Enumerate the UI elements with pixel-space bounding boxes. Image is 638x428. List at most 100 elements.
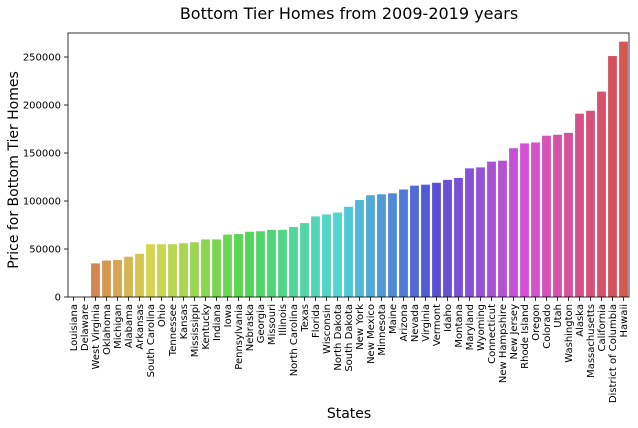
x-tick-label: Maryland xyxy=(465,304,476,350)
x-tick-label: North Carolina xyxy=(289,304,300,376)
bar-michigan xyxy=(113,260,122,297)
bar-georgia xyxy=(256,231,265,297)
y-tick-label: 150000 xyxy=(23,149,61,160)
x-tick-label: Vermont xyxy=(432,304,443,346)
bar-arkansas xyxy=(135,253,144,297)
x-ticks-group: Louisiana Delaware West Virginia Oklahoma Mi… xyxy=(69,297,630,403)
bar-missouri xyxy=(267,229,276,297)
y-tick-label: 250000 xyxy=(23,53,61,64)
bar-district-of-columbia xyxy=(608,56,617,297)
plot-frame xyxy=(67,32,630,298)
bar-kentucky xyxy=(201,239,210,297)
x-tick-label: New Hampshire xyxy=(498,304,509,383)
bar-kansas xyxy=(179,243,188,297)
bar-south-dakota xyxy=(344,206,353,297)
bar-south-carolina xyxy=(146,244,155,297)
bar-arizona xyxy=(399,189,408,297)
bar-wisconsin xyxy=(322,214,331,297)
bar-connecticut xyxy=(487,161,496,297)
bar-new-mexico xyxy=(366,195,375,297)
bar-washington xyxy=(564,132,573,297)
bar-colorado xyxy=(542,135,551,297)
bar-alabama xyxy=(124,256,133,297)
x-tick-label: Oklahoma xyxy=(102,304,113,355)
x-tick-label: California xyxy=(597,304,608,352)
bar-florida xyxy=(311,216,320,297)
bar-minnesota xyxy=(377,194,386,297)
bar-wyoming xyxy=(476,167,485,297)
x-tick-label: Tennessee xyxy=(168,304,179,357)
x-tick-label: Montana xyxy=(454,304,465,348)
x-tick-label: Kentucky xyxy=(201,304,212,350)
bar-texas xyxy=(300,223,309,297)
bar-ohio xyxy=(157,244,166,297)
x-tick-label: Pennsylvania xyxy=(234,304,245,370)
bar-tennessee xyxy=(168,244,177,297)
x-tick-label: Ohio xyxy=(157,304,168,327)
x-tick-label: Massachusetts xyxy=(586,304,597,378)
bar-maryland xyxy=(465,168,474,297)
x-tick-label: Connecticut xyxy=(487,304,498,364)
x-tick-label: Texas xyxy=(300,304,311,333)
x-tick-label: Louisiana xyxy=(69,304,80,351)
x-tick-label: Nebraska xyxy=(245,304,256,351)
x-tick-label: District of Columbia xyxy=(608,304,619,403)
y-axis-label: Price for Bottom Tier Homes xyxy=(6,71,22,269)
bar-new-hampshire xyxy=(498,160,507,297)
bar-mississippi xyxy=(190,242,199,297)
x-tick-label: Minnesota xyxy=(377,304,388,356)
x-tick-label: Missouri xyxy=(267,304,278,345)
x-tick-label: West Virginia xyxy=(91,304,102,369)
x-tick-label: Wisconsin xyxy=(322,304,333,354)
y-tick-label: 0 xyxy=(55,293,61,304)
x-tick-label: Utah xyxy=(553,304,564,328)
bar-idaho xyxy=(443,179,452,297)
bar-north-carolina xyxy=(289,226,298,297)
bar-nebraska xyxy=(245,231,254,297)
chart-title: Bottom Tier Homes from 2009-2019 years xyxy=(180,4,518,23)
bar-new-york xyxy=(355,200,364,297)
bar-oregon xyxy=(531,142,540,297)
x-tick-label: Maine xyxy=(388,304,399,334)
bars-group xyxy=(91,41,628,297)
y-ticks-group: 0 50000 100000 150000 200000 250000 xyxy=(23,53,68,304)
bar-illinois xyxy=(278,229,287,297)
x-tick-label: Arkansas xyxy=(135,304,146,350)
bar-maine xyxy=(388,193,397,297)
y-tick-label: 100000 xyxy=(23,197,61,208)
x-tick-label: Rhode Island xyxy=(520,304,531,369)
x-tick-label: Washington xyxy=(564,304,575,363)
x-tick-label: Delaware xyxy=(80,304,91,351)
y-tick-label: 50000 xyxy=(29,245,61,256)
x-tick-label: North Dakota xyxy=(333,304,344,371)
x-tick-label: New York xyxy=(355,304,366,350)
x-tick-label: Virginia xyxy=(421,304,432,342)
bar-north-dakota xyxy=(333,212,342,297)
bar-nevada xyxy=(410,185,419,297)
bar-alaska xyxy=(575,113,584,297)
bar-iowa xyxy=(223,234,232,297)
x-tick-label: South Dakota xyxy=(344,304,355,372)
bar-indiana xyxy=(212,239,221,297)
bar-vermont xyxy=(432,182,441,297)
x-tick-label: Idaho xyxy=(443,304,454,332)
x-tick-label: South Carolina xyxy=(146,304,157,377)
bar-west-virginia xyxy=(91,263,100,297)
x-tick-label: Arizona xyxy=(399,304,410,342)
x-tick-label: Illinois xyxy=(278,304,289,336)
x-tick-label: Alabama xyxy=(124,304,135,348)
x-tick-label: Nevada xyxy=(410,304,421,342)
x-tick-label: Alaska xyxy=(575,304,586,337)
y-tick-label: 200000 xyxy=(23,101,61,112)
x-tick-label: Kansas xyxy=(179,304,190,339)
bar-rhode-island xyxy=(520,143,529,297)
x-tick-label: Florida xyxy=(311,304,322,338)
bar-virginia xyxy=(421,184,430,297)
x-tick-label: Hawaii xyxy=(619,304,630,338)
x-tick-label: Indiana xyxy=(212,304,223,341)
bar-montana xyxy=(454,177,463,297)
bar-pennsylvania xyxy=(234,234,243,297)
x-tick-label: Mississippi xyxy=(190,304,201,357)
bar-utah xyxy=(553,134,562,297)
